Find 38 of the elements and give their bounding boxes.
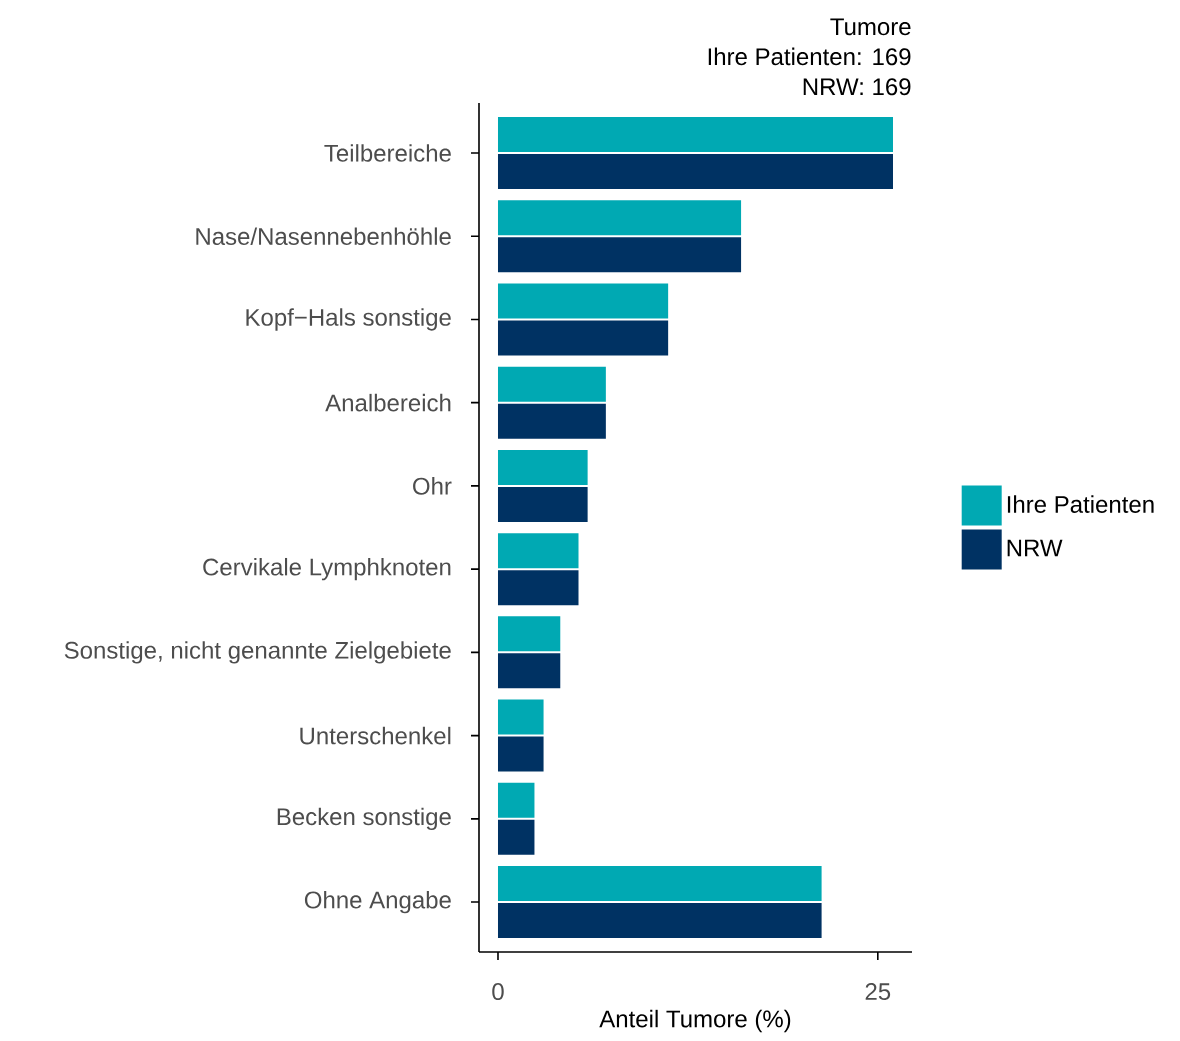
chart-subtitle: Ihre Patienten: 169 [708, 47, 911, 66]
bar [497, 237, 742, 273]
bar [497, 116, 893, 152]
bar [497, 320, 669, 356]
bar [497, 153, 893, 189]
bar [497, 736, 544, 772]
text: NRW: 169 [803, 78, 911, 96]
y-tick-label: Ohne Angabe [304, 890, 451, 914]
bar [497, 616, 561, 652]
legend-label: NRW [1007, 539, 1063, 557]
y-tick-label: Ohr [413, 477, 452, 495]
y-tick-label: Kopf−Hals sonstige [246, 308, 451, 331]
x-tick-label: 0 [492, 983, 504, 1001]
y-tick-label: Cervikale Lymphknoten [203, 557, 451, 581]
y-tick-label: Unterschenkel [300, 726, 451, 745]
bar [497, 283, 669, 319]
bar [497, 903, 822, 939]
legend-label: Ihre Patienten [1007, 495, 1154, 513]
y-tick-label: Becken sonstige [277, 807, 451, 831]
bar [497, 200, 742, 236]
bar [497, 653, 561, 689]
y-tick-label: Sonstige, nicht genannte Zielgebiete [64, 641, 451, 664]
y-tick-label: Analbereich [325, 393, 451, 412]
bar [497, 403, 606, 439]
bar [497, 570, 579, 606]
x-tick-label: 25 [865, 983, 891, 1001]
bar [497, 782, 535, 818]
bar [497, 366, 606, 402]
x-axis-title: Anteil Tumore (%) [599, 1009, 791, 1033]
bar [497, 866, 822, 902]
y-tick-label: Nase/Nasennebenhöhle [196, 227, 451, 245]
y-tick-label: Teilbereiche [324, 144, 451, 162]
chart-title: Tumore [830, 18, 911, 36]
bar [497, 533, 579, 569]
bar [497, 449, 588, 485]
bar [497, 699, 544, 735]
bar [497, 819, 535, 855]
bar [497, 486, 588, 522]
